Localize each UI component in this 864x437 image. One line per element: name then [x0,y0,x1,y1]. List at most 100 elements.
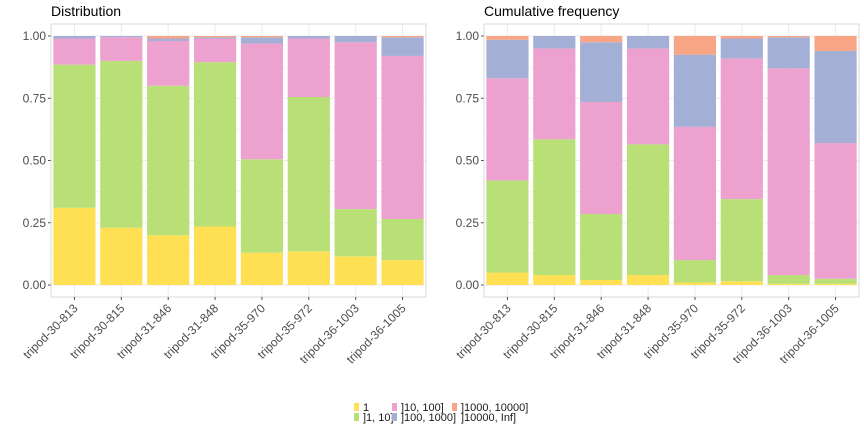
bar-segment-tripod-30-813-l1 [53,207,96,285]
bar-segment-tripod-35-972-l4 [287,36,330,39]
bar-segment-tripod-36-1005-l5 [381,36,424,38]
y-tick-label: 0.50 [456,154,480,168]
bar-segment-tripod-30-813-l4 [53,36,96,39]
bar-segment-tripod-31-846-l3 [147,40,190,86]
bar-segment-tripod-36-1003-l3 [334,42,377,210]
y-tick-label: 0.75 [23,91,47,105]
legend-item: ]1, 10] [354,412,394,424]
bar-segment-tripod-31-846-l4 [580,42,623,102]
legend-swatch [354,403,359,411]
bar-segment-tripod-36-1003-l5 [767,36,810,38]
bar-segment-tripod-35-972-l1 [720,281,763,285]
legend-item: ]1000, 10000] [452,402,528,414]
panel-title-distribution: Distribution [51,3,121,19]
bar-segment-tripod-30-813-l5 [486,36,529,40]
legend-swatch [392,403,397,411]
bar-segment-tripod-31-846-l5 [147,36,190,39]
bar-segment-tripod-31-848-l1 [193,226,237,285]
y-tick-label: 1.00 [23,29,47,43]
y-tick-label: 0.50 [23,154,47,168]
bar-segment-tripod-30-815-l1 [533,275,576,285]
bar-segment-tripod-31-848-l2 [193,62,237,227]
bar-segment-tripod-35-970-l5 [240,36,284,38]
bar-segment-tripod-30-815-l2 [533,139,576,276]
bar-segment-tripod-30-813-l3 [53,38,96,65]
bar-segment-tripod-31-848-l3 [626,48,670,145]
bar-segment-tripod-31-846-l3 [580,101,623,215]
legend: 1]1, 10] ]10, 100]]100, 1000] ]1000, 10000… [354,402,528,424]
bar-segment-tripod-30-815-l2 [100,60,143,228]
y-tick-label: 1.00 [456,29,480,43]
bar-segment-tripod-31-848-l4 [626,36,670,49]
bar-segment-tripod-30-813-l2 [486,180,529,273]
bar-segment-tripod-30-813-l2 [53,64,96,208]
y-tick-label: 0.00 [456,278,480,292]
bar-segment-tripod-30-815-l1 [100,227,143,285]
bar-segment-tripod-36-1005-l2 [381,219,424,261]
legend-label: ]100, 1000] [401,412,456,424]
bar-segment-tripod-31-848-l2 [626,144,670,276]
legend-label: 1 [363,402,369,414]
bar-segment-tripod-35-972-l2 [720,199,763,282]
bar-segment-tripod-30-815-l3 [100,37,143,61]
bar-segment-tripod-31-846-l1 [147,235,190,285]
chart-panels: 0.000.250.500.751.00tripod-30-813tripod-… [20,23,860,366]
panel-1: 0.000.250.500.751.00tripod-30-813tripod-… [453,23,860,366]
panel-border [50,23,427,298]
bar-segment-tripod-36-1003-l4 [767,37,810,69]
bar-segment-tripod-30-813-l1 [486,272,529,285]
legend-item: ]10, 100] [392,402,444,414]
legend-label: ]10, 100] [401,402,444,414]
bar-segment-tripod-36-1005-l3 [814,143,857,279]
bar-segment-tripod-36-1005-l1 [381,260,424,285]
bar-segment-tripod-31-848-l1 [626,275,670,285]
bar-segment-tripod-35-972-l1 [287,251,330,285]
bar-segment-tripod-31-848-l3 [193,38,237,63]
bar-segment-tripod-36-1003-l2 [767,275,810,284]
bar-segment-tripod-30-813-l4 [486,39,529,79]
y-tick-label: 0.25 [456,216,480,230]
bar-segment-tripod-36-1003-l1 [767,283,810,285]
panel-0: 0.000.250.500.751.00tripod-30-813tripod-… [20,23,427,366]
bar-segment-tripod-31-846-l1 [580,280,623,285]
bar-segment-tripod-35-972-l4 [720,38,763,59]
legend-item: ]100, 1000] [392,412,456,424]
bar-segment-tripod-31-846-l4 [147,38,190,41]
bar-segment-tripod-30-815-l3 [533,48,576,140]
bar-segment-tripod-35-972-l2 [287,97,330,252]
bar-segment-tripod-31-848-l4 [193,37,237,39]
bar-segment-tripod-35-970-l3 [240,43,284,160]
bar-segment-tripod-35-970-l1 [240,252,284,285]
y-tick-label: 0.25 [23,216,47,230]
bar-segment-tripod-31-846-l5 [580,36,623,43]
bar-segment-tripod-36-1003-l4 [334,36,377,43]
bar-segment-tripod-35-970-l2 [673,260,717,283]
bar-segment-tripod-31-846-l2 [580,214,623,281]
bar-segment-tripod-36-1005-l4 [814,50,857,144]
bar-segment-tripod-31-846-l2 [147,85,190,236]
bar-segment-tripod-31-848-l5 [193,36,237,38]
bar-segment-tripod-36-1005-l3 [381,55,424,220]
bar-segment-tripod-36-1003-l3 [767,68,810,276]
bar-segment-tripod-35-972-l3 [720,58,763,200]
bar-segment-tripod-36-1005-l4 [381,37,424,56]
bar-segment-tripod-35-970-l4 [673,54,717,127]
bar-segment-tripod-36-1003-l1 [334,256,377,285]
bar-segment-tripod-35-970-l2 [240,159,284,253]
bar-segment-tripod-35-970-l1 [673,282,717,285]
bar-segment-tripod-36-1005-l2 [814,278,857,284]
legend-swatch [354,413,359,421]
y-tick-label: 0.75 [456,91,480,105]
bar-segment-tripod-35-972-l3 [287,38,330,98]
y-tick-label: 0.00 [23,278,47,292]
bar-segment-tripod-36-1005-l5 [814,36,857,51]
legend-label: ]1000, 10000] [461,402,528,414]
bar-segment-tripod-35-970-l4 [240,37,284,44]
bar-segment-tripod-35-970-l5 [673,36,717,55]
panel-border [483,23,860,298]
legend-item: 1 [354,402,369,414]
bar-segment-tripod-30-815-l4 [100,36,143,38]
legend-item: ]10000, Inf] [461,412,516,424]
panel-title-cumulative-frequency: Cumulative frequency [484,3,619,19]
